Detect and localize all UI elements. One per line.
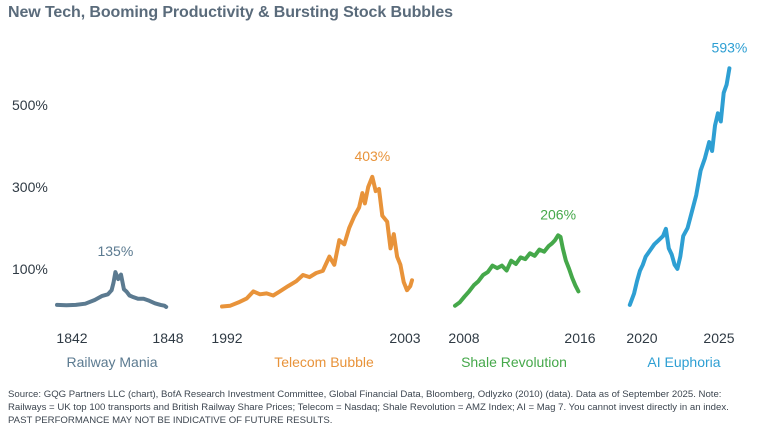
panel-label: AI Euphoria bbox=[647, 354, 720, 370]
y-axis: 500% 300% 100% bbox=[12, 97, 48, 277]
x-tick-label: 1842 bbox=[56, 330, 87, 346]
x-tick-label: 2003 bbox=[389, 330, 420, 346]
x-tick-label: 1992 bbox=[211, 330, 242, 346]
peak-label: 593% bbox=[712, 39, 748, 55]
chart-panels: 135% 1842 1848 Railway Mania 403% 1992 2003 Tel… bbox=[55, 39, 747, 370]
y-tick-label: 500% bbox=[12, 97, 48, 113]
x-tick-label: 2020 bbox=[626, 330, 657, 346]
panel-railway-mania: 135% 1842 1848 Railway Mania bbox=[55, 243, 184, 370]
panel-label: Railway Mania bbox=[66, 354, 157, 370]
panel-label: Telecom Bubble bbox=[274, 354, 374, 370]
peak-label: 206% bbox=[540, 206, 576, 222]
x-tick-label: 1848 bbox=[152, 330, 183, 346]
series-line bbox=[453, 233, 581, 308]
y-tick-label: 300% bbox=[12, 179, 48, 195]
chart-title: New Tech, Booming Productivity & Burstin… bbox=[8, 4, 453, 21]
series-line bbox=[220, 174, 414, 309]
peak-label: 135% bbox=[97, 243, 133, 259]
panel-shale-revolution: 206% 2008 2016 Shale Revolution bbox=[448, 206, 595, 370]
peak-label: 403% bbox=[354, 148, 390, 164]
x-tick-label: 2016 bbox=[564, 330, 595, 346]
x-tick-label: 2025 bbox=[703, 330, 734, 346]
panel-ai-euphoria: 593% 2020 2025 AI Euphoria bbox=[626, 39, 747, 370]
panel-telecom-bubble: 403% 1992 2003 Telecom Bubble bbox=[211, 148, 420, 370]
series-line bbox=[627, 66, 732, 307]
chart-area: 500% 300% 100% 135% 1842 1848 Railway Mania 40… bbox=[12, 39, 747, 370]
panel-label: Shale Revolution bbox=[461, 354, 567, 370]
y-tick-label: 100% bbox=[12, 261, 48, 277]
series-line bbox=[55, 270, 169, 309]
source-note: Source: GQG Partners LLC (chart), BofA R… bbox=[8, 389, 729, 426]
x-tick-label: 2008 bbox=[448, 330, 479, 346]
